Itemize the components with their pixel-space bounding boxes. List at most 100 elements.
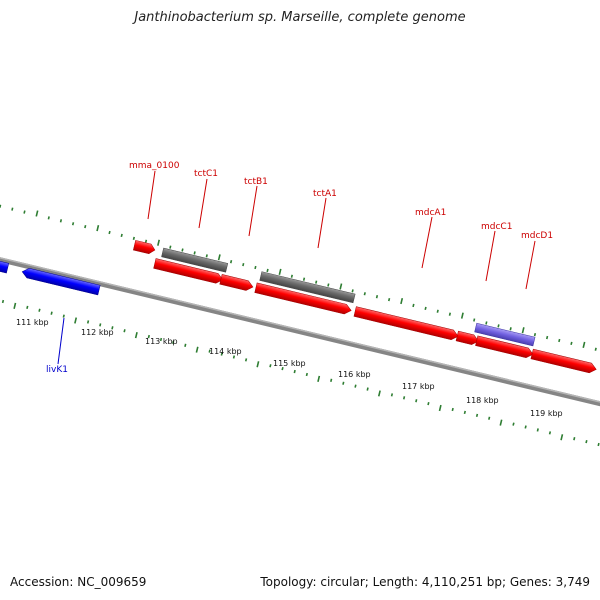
scale-label: 111 kbp [16,318,49,327]
minor-tick [524,425,527,429]
minor-tick [488,416,491,420]
leader-line [421,216,433,269]
gene-arrow-red[interactable] [530,348,598,374]
minor-tick [71,222,75,226]
leader-line [525,240,536,290]
minor-tick [229,260,233,264]
scale-label: 118 kbp [466,396,499,405]
scale-label: 119 kbp [530,409,563,418]
minor-tick [415,399,418,403]
minor-tick [62,314,65,318]
minor-tick [244,358,248,362]
gene-arrow-mma_0100[interactable] [133,240,156,255]
gene-arrow-red[interactable] [219,274,254,291]
gene-box-grey[interactable] [161,247,229,273]
major-tick [560,434,564,441]
leader-line [317,197,327,249]
minor-tick [132,236,135,240]
minor-tick [99,323,102,327]
major-tick [377,390,381,397]
scale-label: 114 kbp [209,347,242,356]
rotated-track [0,204,600,447]
gene-arrow-red[interactable] [254,282,353,316]
minor-tick [290,274,293,278]
minor-tick [38,308,41,312]
gene-labels: mma_0100 tctC1 tctB1 tctA1 mdcA1 mdcC1 m… [46,161,553,375]
minor-tick [86,320,90,324]
gene-label-mma_0100[interactable]: mma_0100 [129,161,180,171]
minor-tick [387,297,391,302]
minor-tick [436,309,439,313]
minor-tick [111,326,114,330]
minor-tick [512,422,515,426]
major-tick [438,404,442,412]
minor-tick [59,219,63,223]
minor-tick [585,439,588,444]
major-tick [134,331,138,339]
lower-tick-row [1,299,600,447]
gene-arrow-red[interactable] [353,306,459,341]
minor-tick [330,378,333,382]
gene-label-livK1[interactable]: livK1 [46,365,68,375]
gene-label-tctC1[interactable]: tctC1 [194,169,218,179]
gene-label-mdcD1[interactable]: mdcD1 [521,231,553,241]
minor-tick [293,369,296,374]
minor-tick [570,341,573,346]
minor-tick [181,248,184,252]
minor-tick [451,407,454,412]
minor-tick [11,207,14,211]
minor-tick [266,268,269,273]
major-tick [13,302,17,310]
minor-tick [375,295,379,299]
minor-tick [597,442,600,447]
scale-label: 115 kbp [273,359,306,368]
leader-line [248,185,258,237]
minor-tick [281,366,284,371]
minor-tick [184,343,187,347]
leader-line [485,230,496,282]
minor-tick [558,338,561,343]
minor-tick [172,340,175,345]
minor-tick [123,329,126,333]
major-tick [157,239,160,246]
minor-tick [305,372,308,377]
minor-tick [108,230,111,235]
minor-tick [366,387,369,391]
gene-label-tctB1[interactable]: tctB1 [244,177,268,187]
minor-tick [26,305,29,310]
minor-tick [84,225,87,229]
minor-tick [509,327,512,331]
major-tick [35,210,39,217]
minor-tick [0,204,2,208]
minor-tick [594,347,597,351]
gene-box-grey[interactable] [259,271,356,304]
minor-tick [120,233,123,238]
minor-tick [427,402,430,406]
major-tick [582,341,586,348]
minor-tick [475,413,479,417]
major-tick [195,346,199,353]
gene-box-blue[interactable] [0,256,10,274]
minor-tick [533,332,537,337]
minor-tick [242,262,245,267]
gene-label-tctA1[interactable]: tctA1 [313,189,337,199]
leader-line-blue [57,317,65,365]
minor-tick [50,311,53,315]
minor-tick [412,303,415,308]
gene-arrow-red[interactable] [455,330,480,346]
major-tick [217,254,221,261]
leader-line [147,170,156,220]
genome-summary-text: Topology: circular; Length: 4,110,251 bp… [260,575,590,589]
gene-arrow-red[interactable] [475,335,534,359]
minor-tick [220,352,223,356]
minor-tick [473,318,476,322]
gene-box-purple[interactable] [474,322,536,347]
minor-tick [147,334,150,339]
scale-label: 117 kbp [402,382,435,391]
gene-label-mdcA1[interactable]: mdcA1 [415,208,446,218]
gene-arrow-red[interactable] [153,258,224,285]
gene-arrow-livK1[interactable] [21,267,101,296]
gene-label-mdcC1[interactable]: mdcC1 [481,222,512,232]
minor-tick [302,277,306,281]
